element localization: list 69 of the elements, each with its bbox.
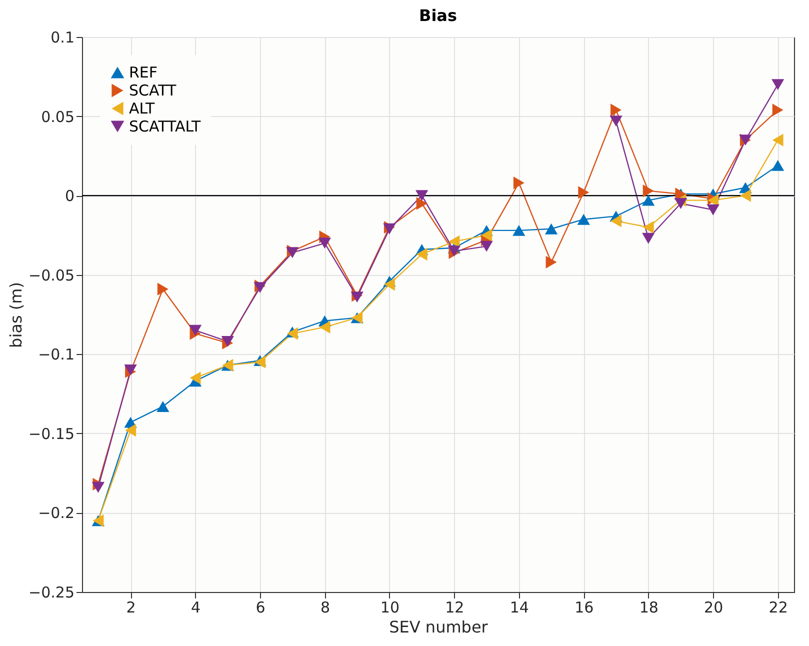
point [674, 198, 688, 209]
x-tick-label: 14 [510, 598, 529, 616]
point [642, 194, 655, 206]
x-tick-label: 10 [380, 598, 400, 616]
y-axis-title: bias (m) [6, 282, 26, 348]
point [254, 282, 266, 294]
point [771, 160, 784, 171]
y-tick-label: −0.2 [38, 504, 74, 522]
point [383, 223, 396, 234]
point [642, 220, 654, 234]
x-tick-label: 22 [768, 598, 788, 616]
x-tick-label: 2 [126, 598, 136, 616]
point [415, 190, 428, 202]
point [642, 184, 654, 198]
point [254, 356, 266, 368]
x-tick-label: 6 [256, 598, 266, 616]
point [190, 372, 201, 384]
point [513, 176, 524, 190]
point [416, 197, 428, 210]
y-tick-label: 0.1 [50, 28, 74, 46]
point [578, 186, 590, 199]
point [318, 238, 332, 249]
y-tick-label: 0.05 [41, 108, 74, 126]
point [416, 248, 428, 261]
point [546, 256, 557, 268]
point [188, 324, 202, 336]
point [544, 223, 558, 234]
point [512, 224, 526, 236]
chart-title: Bias [419, 6, 457, 25]
x-tick-label: 16 [574, 598, 594, 616]
point [157, 282, 168, 296]
point [610, 214, 622, 228]
y-tick-label: −0.05 [28, 266, 74, 284]
point [481, 228, 492, 242]
legend-label: ALT [129, 100, 156, 118]
legend-label: SCATT [129, 82, 177, 100]
point [384, 278, 395, 291]
point [92, 482, 105, 493]
point [286, 247, 299, 258]
y-tick-label: −0.1 [38, 346, 74, 364]
point [156, 400, 170, 412]
point [610, 104, 622, 116]
point [772, 104, 784, 116]
point [771, 79, 784, 90]
point [350, 292, 364, 303]
y-tick-label: 0 [64, 187, 74, 206]
point [448, 235, 460, 248]
y-tick-label: −0.25 [28, 584, 74, 602]
x-tick-label: 12 [445, 598, 464, 616]
x-tick-label: 20 [704, 598, 724, 616]
x-tick-label: 18 [639, 598, 658, 616]
point [772, 134, 784, 146]
legend-label: SCATTALT [129, 118, 202, 136]
point [706, 204, 720, 216]
point [319, 320, 330, 334]
point [286, 327, 298, 340]
legend-label: REF [129, 64, 158, 82]
point [740, 189, 751, 202]
x-tick-label: 4 [191, 598, 201, 616]
x-axis-title: SEV number [389, 618, 488, 636]
point [577, 214, 590, 225]
point [125, 424, 136, 437]
point [480, 240, 493, 252]
y-tick-label: −0.15 [28, 424, 74, 443]
x-tick-label: 8 [320, 598, 330, 616]
point [610, 116, 622, 127]
point [124, 364, 137, 376]
point [221, 336, 234, 347]
point [642, 232, 655, 244]
